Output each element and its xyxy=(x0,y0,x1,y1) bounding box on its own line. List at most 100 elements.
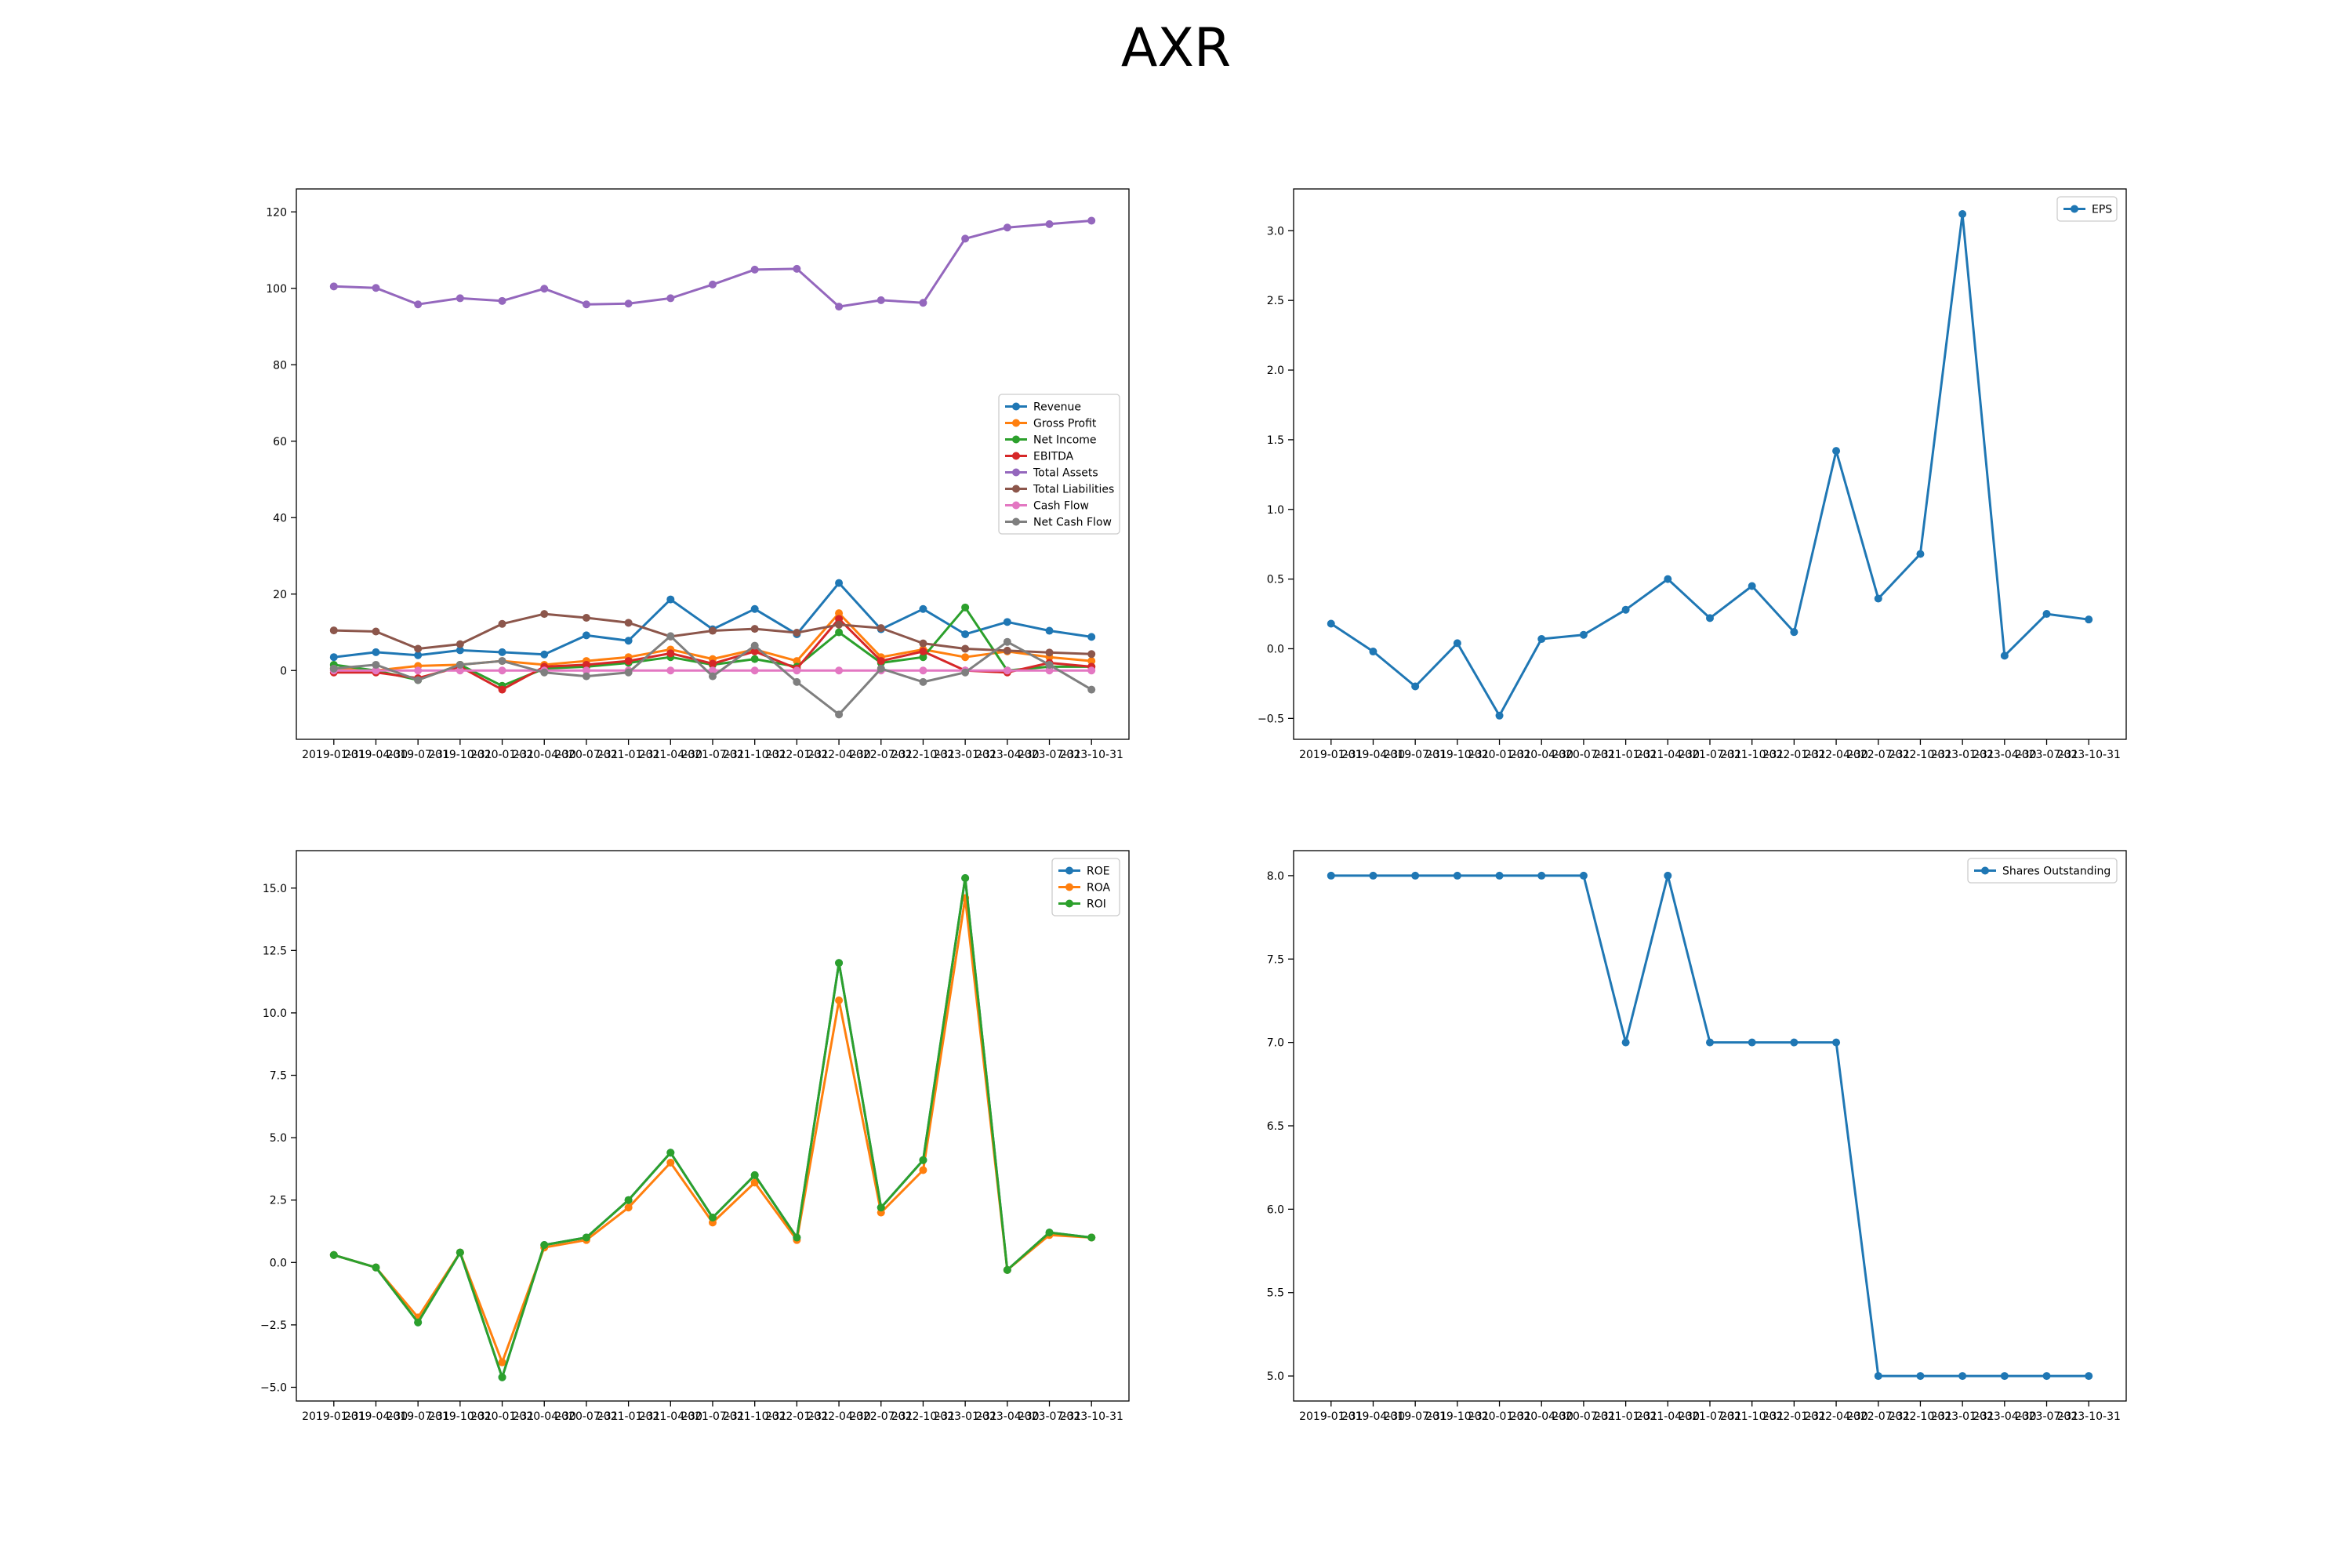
y-tick-label: 120 xyxy=(266,206,287,219)
data-point xyxy=(1046,648,1054,656)
data-point xyxy=(961,234,969,242)
data-point xyxy=(751,1171,759,1179)
data-point xyxy=(709,1214,717,1221)
data-point xyxy=(1832,1039,1840,1047)
y-tick-label: 6.0 xyxy=(1267,1203,1284,1216)
data-point xyxy=(1496,872,1504,880)
data-point xyxy=(709,659,717,667)
data-point xyxy=(625,657,633,665)
data-point xyxy=(793,265,800,273)
chart-panel-2: −0.50.00.51.01.52.02.53.02019-01-312019-… xyxy=(1258,189,2126,761)
legend-label: EPS xyxy=(2092,204,2112,216)
data-point xyxy=(583,1233,590,1241)
data-point xyxy=(499,686,506,694)
data-point xyxy=(666,1149,674,1156)
data-point xyxy=(1664,872,1671,880)
data-point xyxy=(625,299,633,307)
legend-label: Gross Profit xyxy=(1033,418,1097,430)
data-point xyxy=(919,299,927,307)
data-point xyxy=(1087,666,1095,674)
legend-label: EBITDA xyxy=(1033,451,1074,463)
data-point xyxy=(919,640,927,648)
legend-label: ROE xyxy=(1087,866,1110,878)
data-point xyxy=(835,666,843,674)
data-point xyxy=(1004,223,1011,231)
legend-swatch-marker xyxy=(1012,502,1020,510)
legend-swatch-marker xyxy=(1012,419,1020,427)
y-tick-label: 6.5 xyxy=(1267,1120,1284,1133)
data-point xyxy=(2085,1372,2092,1380)
data-point xyxy=(583,673,590,681)
data-point xyxy=(1087,686,1095,694)
data-point xyxy=(1916,1372,1924,1380)
data-point xyxy=(1496,712,1504,720)
data-point xyxy=(372,628,379,636)
data-point xyxy=(793,629,800,637)
legend-label: Net Income xyxy=(1033,434,1097,447)
y-tick-label: 5.0 xyxy=(1267,1370,1284,1383)
legend-swatch-marker xyxy=(1065,884,1073,891)
series-line-roa xyxy=(334,898,1091,1363)
data-point xyxy=(499,666,506,674)
data-point xyxy=(877,657,885,665)
data-point xyxy=(540,610,548,618)
legend-swatch-marker xyxy=(1065,867,1073,875)
legend-swatch-marker xyxy=(1012,452,1020,460)
legend-swatch-marker xyxy=(1012,436,1020,444)
data-point xyxy=(919,1156,927,1164)
data-point xyxy=(751,666,759,674)
y-tick-label: 8.0 xyxy=(1267,870,1284,883)
data-point xyxy=(625,1196,633,1204)
data-point xyxy=(1411,872,1419,880)
data-point xyxy=(2001,652,2009,659)
data-point xyxy=(751,266,759,274)
data-point xyxy=(1537,635,1545,643)
y-tick-label: 1.0 xyxy=(1267,504,1284,517)
legend-box xyxy=(999,394,1120,534)
series-line-roi xyxy=(334,878,1091,1377)
chart-panel-1: 0204060801001202019-01-312019-04-302019-… xyxy=(266,189,1129,761)
data-point xyxy=(835,629,843,637)
data-point xyxy=(666,632,674,640)
legend-swatch-marker xyxy=(1012,469,1020,477)
data-point xyxy=(919,678,927,686)
data-point xyxy=(793,666,800,674)
data-point xyxy=(1087,650,1095,658)
data-point xyxy=(414,666,422,674)
data-point xyxy=(666,1159,674,1167)
y-tick-label: 0 xyxy=(280,665,287,677)
data-point xyxy=(456,661,464,669)
chart-panel-4: 5.05.56.06.57.07.58.02019-01-312019-04-3… xyxy=(1267,851,2126,1423)
series-line-eps xyxy=(1331,214,2089,716)
data-point xyxy=(877,296,885,304)
data-point xyxy=(666,294,674,302)
x-tick-label: 2023-10-31 xyxy=(2057,1410,2121,1423)
data-point xyxy=(1622,606,1630,614)
x-tick-label: 2023-10-31 xyxy=(2057,749,2121,761)
legend-swatch-marker xyxy=(1065,900,1073,908)
data-point xyxy=(1087,216,1095,224)
data-point xyxy=(1046,627,1054,635)
y-tick-label: −5.0 xyxy=(260,1381,287,1394)
data-point xyxy=(1369,648,1377,655)
axes-frame xyxy=(1294,851,2126,1401)
data-point xyxy=(793,1233,800,1241)
y-tick-label: 3.0 xyxy=(1267,225,1284,238)
data-point xyxy=(877,1203,885,1211)
data-point xyxy=(666,649,674,657)
y-tick-label: 7.5 xyxy=(270,1070,287,1083)
y-tick-label: 1.5 xyxy=(1267,434,1284,447)
data-point xyxy=(1046,661,1054,669)
data-point xyxy=(1875,1372,1882,1380)
data-point xyxy=(583,631,590,639)
data-point xyxy=(1706,1039,1714,1047)
y-tick-label: 5.0 xyxy=(270,1132,287,1145)
data-point xyxy=(709,673,717,681)
y-tick-label: 0.0 xyxy=(1267,643,1284,655)
y-tick-label: 20 xyxy=(273,589,287,601)
y-tick-label: 80 xyxy=(273,359,287,372)
data-point xyxy=(583,300,590,308)
y-tick-label: 10.0 xyxy=(263,1007,287,1020)
data-point xyxy=(1369,872,1377,880)
